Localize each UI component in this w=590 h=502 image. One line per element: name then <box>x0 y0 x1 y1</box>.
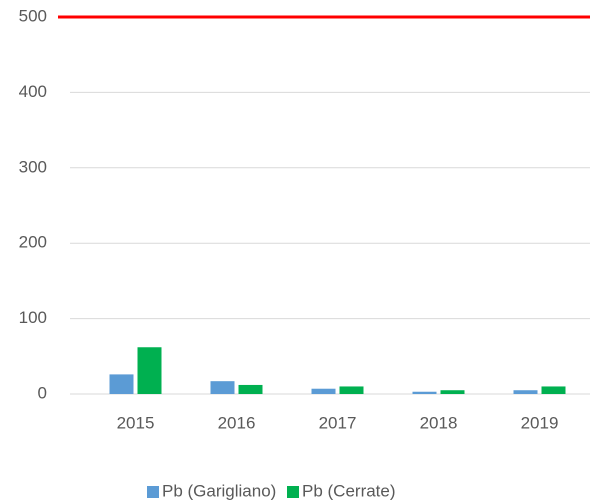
legend-swatch <box>147 486 159 498</box>
y-tick-label: 0 <box>38 383 47 402</box>
y-tick-label: 100 <box>19 308 47 327</box>
x-tick-label: 2015 <box>117 413 155 432</box>
bar <box>440 390 465 394</box>
bar <box>339 386 364 394</box>
x-tick-label: 2019 <box>521 413 559 432</box>
bar <box>513 390 538 394</box>
bar <box>137 347 162 394</box>
y-tick-label: 500 <box>19 6 47 25</box>
bar <box>210 381 235 394</box>
x-tick-label: 2017 <box>319 413 357 432</box>
y-tick-label: 200 <box>19 233 47 252</box>
x-tick-label: 2018 <box>420 413 458 432</box>
y-tick-label: 300 <box>19 157 47 176</box>
bar <box>311 388 336 394</box>
bar <box>541 386 566 394</box>
bar <box>238 384 263 394</box>
legend-swatch <box>287 486 299 498</box>
legend-label: Pb (Garigliano) <box>162 481 276 500</box>
bar <box>109 374 134 394</box>
legend-label: Pb (Cerrate) <box>302 481 396 500</box>
y-tick-label: 400 <box>19 82 47 101</box>
bar <box>412 391 437 394</box>
x-tick-label: 2016 <box>218 413 256 432</box>
